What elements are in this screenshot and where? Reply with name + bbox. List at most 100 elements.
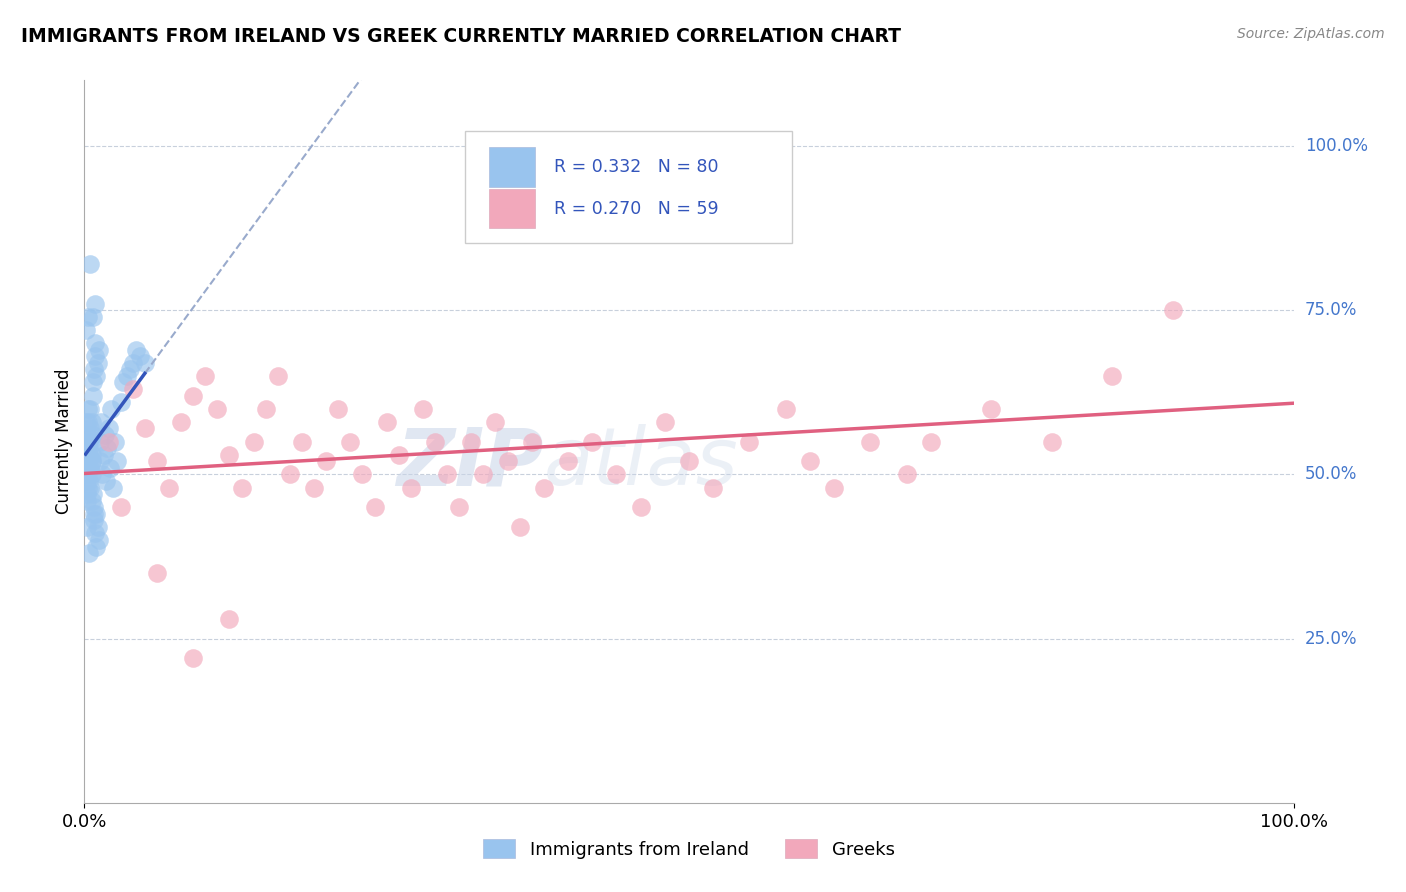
Point [86,356,108,370]
Point [207,401,229,416]
Point [654,415,676,429]
Point [77,310,100,324]
Point [557,454,579,468]
Point [231,481,253,495]
Text: Source: ZipAtlas.com: Source: ZipAtlas.com [1237,27,1385,41]
Point [896,467,918,482]
Text: ZIP: ZIP [396,425,544,502]
Text: 25.0%: 25.0% [1305,630,1357,648]
Point [339,434,361,449]
Point [75,467,97,482]
Point [352,467,374,482]
Text: 75.0%: 75.0% [1305,301,1357,319]
Point [87,533,110,547]
Point [134,356,156,370]
Text: R = 0.332   N = 80: R = 0.332 N = 80 [554,159,718,177]
Point [94,474,117,488]
Point [97,421,120,435]
Point [86,368,108,383]
Point [157,481,180,495]
Point [94,428,117,442]
Point [84,349,107,363]
Point [120,362,142,376]
Point [799,454,821,468]
Point [83,513,105,527]
Point [75,434,97,449]
Point [90,415,112,429]
Point [496,454,519,468]
Point [375,415,398,429]
Point [83,507,105,521]
Point [267,368,290,383]
FancyBboxPatch shape [489,147,536,187]
Point [328,401,350,416]
Point [76,474,98,488]
Point [76,448,98,462]
Point [291,434,314,449]
Point [412,401,434,416]
Y-axis label: Currently Married: Currently Married [55,368,73,515]
Point [678,454,700,468]
Point [93,448,115,462]
Point [557,165,579,179]
Point [112,376,135,390]
Text: R = 0.270   N = 59: R = 0.270 N = 59 [554,200,718,218]
Point [86,520,108,534]
Point [103,481,125,495]
Point [76,493,98,508]
Point [254,401,277,416]
Point [80,448,103,462]
Point [77,546,100,560]
Point [82,310,104,324]
Point [82,428,104,442]
Point [76,487,98,501]
Point [520,434,543,449]
Point [702,481,724,495]
Point [91,467,114,482]
Text: atlas: atlas [544,425,738,502]
Point [79,257,101,271]
Point [77,441,100,455]
Point [80,454,103,468]
Point [242,434,264,449]
Point [194,368,217,383]
Point [83,500,105,515]
Point [1101,368,1123,383]
Point [472,467,495,482]
Point [630,500,652,515]
Point [84,336,107,351]
FancyBboxPatch shape [489,188,536,228]
FancyBboxPatch shape [465,131,792,243]
Point [121,382,143,396]
Point [533,481,555,495]
Point [77,428,100,442]
Point [77,434,100,449]
Point [89,454,111,468]
Point [278,467,301,482]
Point [80,467,103,482]
Legend: Immigrants from Ireland, Greeks: Immigrants from Ireland, Greeks [482,839,896,859]
Point [129,349,152,363]
Point [110,500,132,515]
Point [146,566,169,580]
Point [82,487,104,501]
Point [79,421,101,435]
Point [76,520,98,534]
Point [315,454,337,468]
Point [823,481,845,495]
Point [388,448,411,462]
Point [775,401,797,416]
Point [104,434,127,449]
Point [77,467,100,482]
Point [79,434,101,449]
Point [170,415,193,429]
Point [98,460,121,475]
Point [80,493,103,508]
Point [75,323,97,337]
Point [77,474,100,488]
Point [115,368,138,383]
Point [77,481,100,495]
Point [920,434,942,449]
Point [859,434,882,449]
Point [86,507,108,521]
